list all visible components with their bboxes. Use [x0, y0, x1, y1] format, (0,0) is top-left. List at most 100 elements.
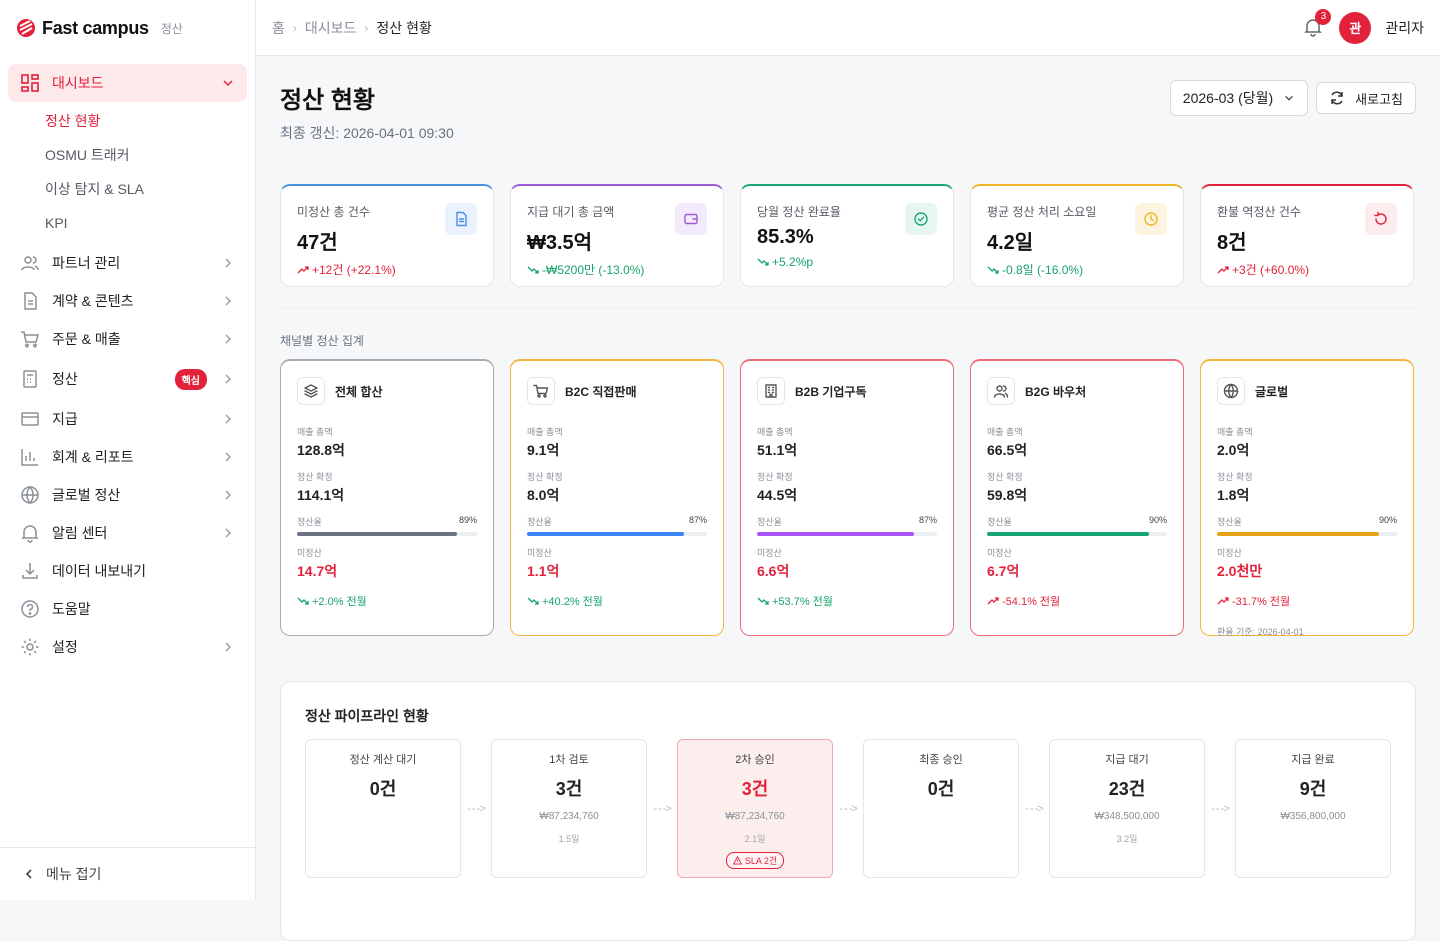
pipeline-stage[interactable]: 2차 승인 3건 ₩87,234,760 2.1일 SLA 2건 [677, 739, 833, 878]
pipeline-stage[interactable]: 정산 계산 대기 0건 [305, 739, 461, 878]
trend-down-icon [297, 595, 309, 607]
channel-icon-box [757, 377, 785, 405]
sales-value: 2.0억 [1217, 440, 1397, 460]
notifications-button[interactable]: 3 [1303, 17, 1325, 39]
core-badge: 핵심 [175, 369, 207, 390]
kpi-icon-box [905, 203, 937, 235]
kpi-card[interactable]: 미정산 총 건수 47건 +12건 (+22.1%) [280, 184, 494, 287]
chevron-down-icon [221, 76, 235, 90]
sidebar-item-orders[interactable]: 주문 & 매출 [8, 320, 247, 358]
stage-amount: ₩348,500,000 [1050, 811, 1204, 822]
pipeline-card: 정산 파이프라인 현황 정산 계산 대기 0건 - - -> 1차 검토 3건 … [280, 681, 1416, 941]
stage-count: 23건 [1050, 775, 1204, 801]
trend-down-icon [757, 256, 769, 268]
pipeline-stage[interactable]: 최종 승인 0건 [863, 739, 1019, 878]
channel-card[interactable]: B2G 바우처 매출 총액 66.5억 정산 확정 59.8억 정산율 90% … [970, 359, 1184, 636]
topbar: 홈 › 대시보드 › 정산 현황 3 관 관리자 [256, 0, 1440, 56]
kpi-card[interactable]: 당월 정산 완료율 85.3% +5.2%p [740, 184, 954, 287]
stage-days: 2.1일 [678, 832, 832, 845]
calculator-icon [20, 369, 40, 389]
sidebar-item-label: 정산 [52, 369, 175, 389]
channels-section-label: 채널별 정산 집계 [280, 332, 1416, 349]
unsettled-label: 미정산 [757, 546, 937, 559]
sidebar-subitem-settlement-status[interactable]: 정산 현황 [45, 104, 247, 138]
logo[interactable]: Fast campus 정산 [0, 0, 255, 56]
layers-icon [303, 383, 319, 399]
channel-icon-box [1217, 377, 1245, 405]
channel-delta-text: +2.0% 전월 [312, 593, 367, 609]
sidebar-subitem-kpi[interactable]: KPI [45, 206, 247, 240]
channel-name: B2B 기업구독 [795, 383, 867, 400]
dashboard-icon [20, 73, 40, 93]
sidebar-item-label: 회계 & 리포트 [52, 447, 221, 467]
chevron-right-icon [221, 412, 235, 426]
cart-icon [533, 383, 549, 399]
channel-card[interactable]: B2B 기업구독 매출 총액 51.1억 정산 확정 44.5억 정산율 87%… [740, 359, 954, 636]
kpi-card[interactable]: 평균 정산 처리 소요일 4.2일 -0.8일 (-16.0%) [970, 184, 1184, 287]
sidebar-item-help[interactable]: 도움말 [8, 590, 247, 628]
sidebar-item-settlement[interactable]: 정산 핵심 [8, 358, 247, 400]
period-select[interactable]: 2026-03 (당월) [1170, 80, 1308, 116]
pipeline-stage[interactable]: 지급 완료 9건 ₩356,800,000 [1235, 739, 1391, 878]
sidebar-item-alerts[interactable]: 알림 센터 [8, 514, 247, 552]
rate-row: 정산율 89% [297, 515, 477, 528]
channel-card[interactable]: 전체 합산 매출 총액 128.8억 정산 확정 114.1억 정산율 89% … [280, 359, 494, 636]
sla-badge[interactable]: SLA 2건 [726, 852, 784, 869]
channel-card[interactable]: B2C 직접판매 매출 총액 9.1억 정산 확정 8.0억 정산율 87% 미… [510, 359, 724, 636]
kpi-delta: -₩5200만 (-13.0%) [527, 261, 707, 278]
confirmed-label: 정산 확정 [1217, 470, 1397, 483]
fast-campus-logo-icon [16, 18, 36, 38]
trend-up-icon [1217, 264, 1229, 276]
sidebar-item-settings[interactable]: 설정 [8, 628, 247, 666]
sidebar-item-export[interactable]: 데이터 내보내기 [8, 552, 247, 590]
sla-badge-text: SLA 2건 [745, 854, 777, 867]
collapse-menu-button[interactable]: 메뉴 접기 [0, 847, 255, 900]
sidebar-item-label: 데이터 내보내기 [52, 561, 235, 581]
pipeline-stage[interactable]: 1차 검토 3건 ₩87,234,760 1.5일 [491, 739, 647, 878]
sidebar-item-label: 지급 [52, 409, 221, 429]
kpi-delta: +3건 (+60.0%) [1217, 261, 1397, 278]
confirmed-value: 114.1억 [297, 485, 477, 505]
sales-value: 66.5억 [987, 440, 1167, 460]
sidebar-item-label: 대시보드 [52, 73, 221, 93]
globe-icon [1223, 383, 1239, 399]
channel-header: 전체 합산 [297, 377, 477, 405]
stage-name: 지급 완료 [1236, 751, 1390, 767]
kpi-delta-text: +3건 (+60.0%) [1232, 261, 1309, 278]
sidebar-item-dashboard[interactable]: 대시보드 [8, 64, 247, 102]
channel-delta: +2.0% 전월 [297, 593, 477, 609]
sidebar-item-label: 주문 & 매출 [52, 329, 221, 349]
breadcrumb-home[interactable]: 홈 [272, 18, 285, 38]
kpi-card[interactable]: 환불 역정산 건수 8건 +3건 (+60.0%) [1200, 184, 1414, 287]
rate-value: 87% [919, 515, 937, 528]
avatar[interactable]: 관 [1339, 12, 1371, 44]
sidebar-item-partners[interactable]: 파트너 관리 [8, 244, 247, 282]
stage-days: 3.2일 [1050, 832, 1204, 845]
sales-value: 128.8억 [297, 440, 477, 460]
kpi-delta-text: -0.8일 (-16.0%) [1002, 261, 1083, 278]
sidebar-item-contracts[interactable]: 계약 & 콘텐츠 [8, 282, 247, 320]
sidebar-item-global[interactable]: 글로벌 정산 [8, 476, 247, 514]
channel-card[interactable]: 글로벌 매출 총액 2.0억 정산 확정 1.8억 정산율 90% 미정산 2.… [1200, 359, 1414, 636]
kpi-card[interactable]: 지급 대기 총 금액 ₩3.5억 -₩5200만 (-13.0%) [510, 184, 724, 287]
trend-up-icon [297, 264, 309, 276]
sidebar-subitem-anomaly-sla[interactable]: 이상 탐지 & SLA [45, 172, 247, 206]
kpi-delta-text: -₩5200만 (-13.0%) [542, 261, 644, 278]
unsettled-value: 6.6억 [757, 561, 937, 581]
pipeline-stage[interactable]: 지급 대기 23건 ₩348,500,000 3.2일 [1049, 739, 1205, 878]
sidebar-item-accounting[interactable]: 회계 & 리포트 [8, 438, 247, 476]
sidebar-item-label: 알림 센터 [52, 523, 221, 543]
sidebar-item-payment[interactable]: 지급 [8, 400, 247, 438]
stage-amount: ₩87,234,760 [678, 811, 832, 822]
sidebar-subitem-osmu[interactable]: OSMU 트래커 [45, 138, 247, 172]
building-icon [763, 383, 779, 399]
refresh-button[interactable]: 새로고침 [1316, 82, 1416, 114]
dashboard-submenu: 정산 현황 OSMU 트래커 이상 탐지 & SLA KPI [8, 102, 247, 244]
rate-progress-bar [297, 532, 477, 536]
unsettled-label: 미정산 [1217, 546, 1397, 559]
chevron-right-icon [221, 332, 235, 346]
users-icon [993, 383, 1009, 399]
breadcrumb-dashboard[interactable]: 대시보드 [305, 18, 357, 38]
download-icon [20, 561, 40, 581]
user-name[interactable]: 관리자 [1385, 18, 1424, 38]
